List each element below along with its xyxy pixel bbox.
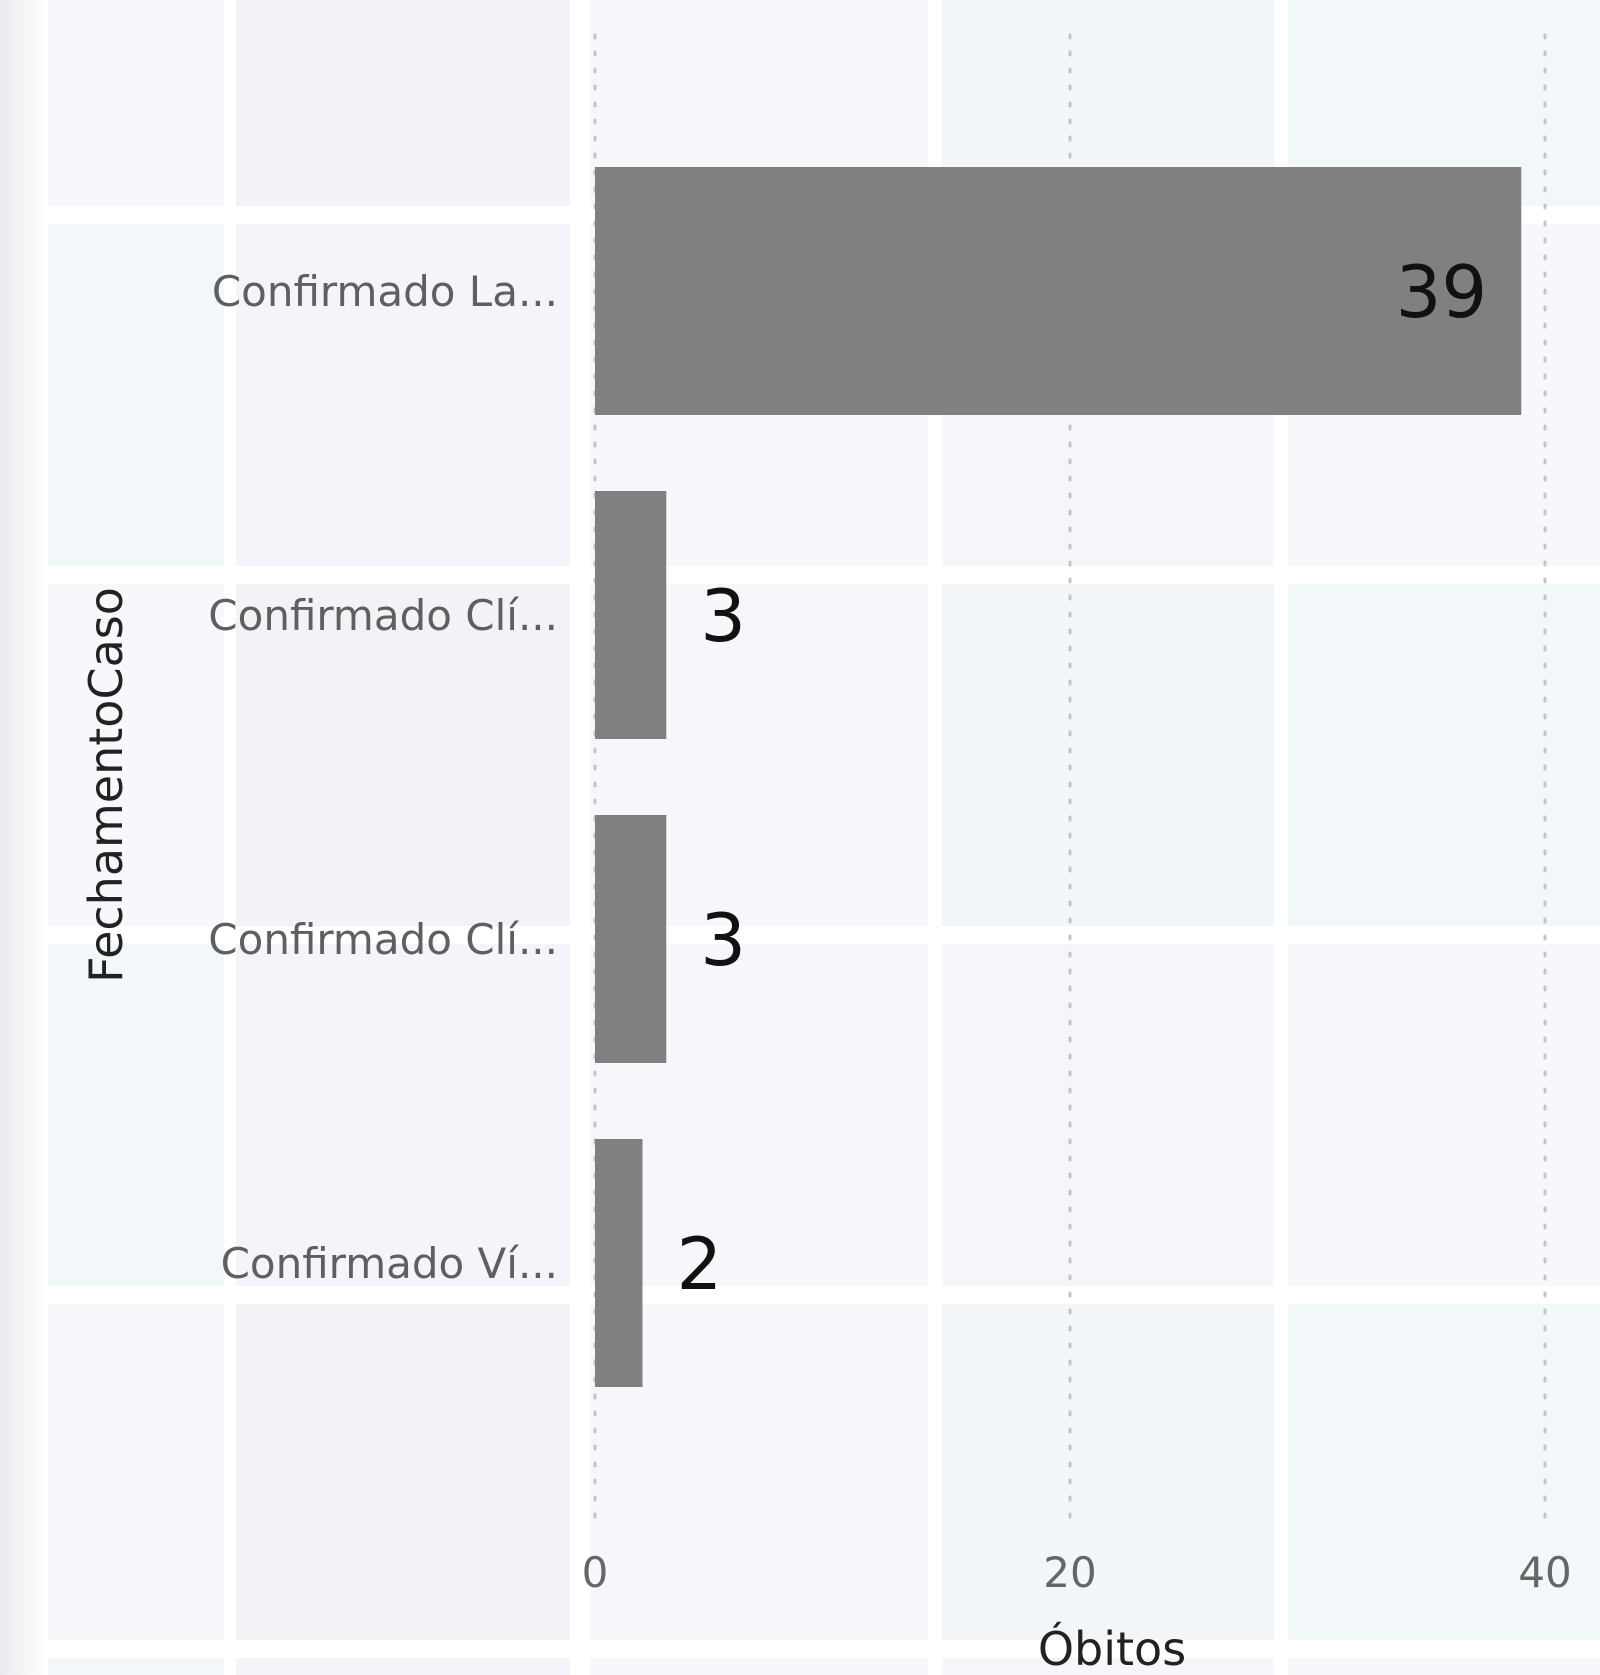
category-label: Confirmado La... [212,267,558,316]
data-label: 3 [700,898,746,982]
background-tile [236,1658,570,1675]
background-tile [942,944,1274,1286]
bar[interactable] [595,167,1522,415]
background-tile [0,1658,224,1675]
background-tile [1288,1658,1600,1675]
background-tile [942,1658,1274,1675]
category-label: Confirmado Ví... [221,1239,558,1288]
category-label: Confirmado Clí... [208,915,558,964]
data-label: 39 [1396,250,1488,334]
x-tick-label: 0 [582,1548,609,1597]
bar[interactable] [595,491,667,739]
x-axis-title: Óbitos [1038,1622,1186,1675]
bar[interactable] [595,1139,643,1387]
background-tile [942,584,1274,926]
background-tile [1288,1304,1600,1640]
gridlines [593,33,1547,1532]
data-label: 2 [677,1222,723,1306]
data-labels: 39 3 3 2 [677,250,1488,1306]
data-label: 3 [700,574,746,658]
background-tile [236,1304,570,1640]
background-tile [590,1658,928,1675]
background-tile [942,1304,1274,1640]
category-label: Confirmado Clí... [208,591,558,640]
background-tile [236,584,570,926]
x-tick-label: 20 [1043,1548,1096,1597]
background-tile [1288,944,1600,1286]
bar[interactable] [595,815,667,1063]
panel-left-edge [0,0,48,1675]
y-axis-title: FechamentoCaso [79,587,133,983]
background-tile [236,944,570,1286]
background-tile [236,224,570,566]
background-tile [590,1304,928,1640]
background-tile [236,0,570,206]
background-tile [1288,584,1600,926]
bars [595,167,1522,1387]
x-tick-label: 40 [1518,1548,1571,1597]
x-tick-labels: 0 20 40 [582,1548,1572,1597]
category-labels: Confirmado La... Confirmado Clí... Confirm… [208,267,558,1288]
